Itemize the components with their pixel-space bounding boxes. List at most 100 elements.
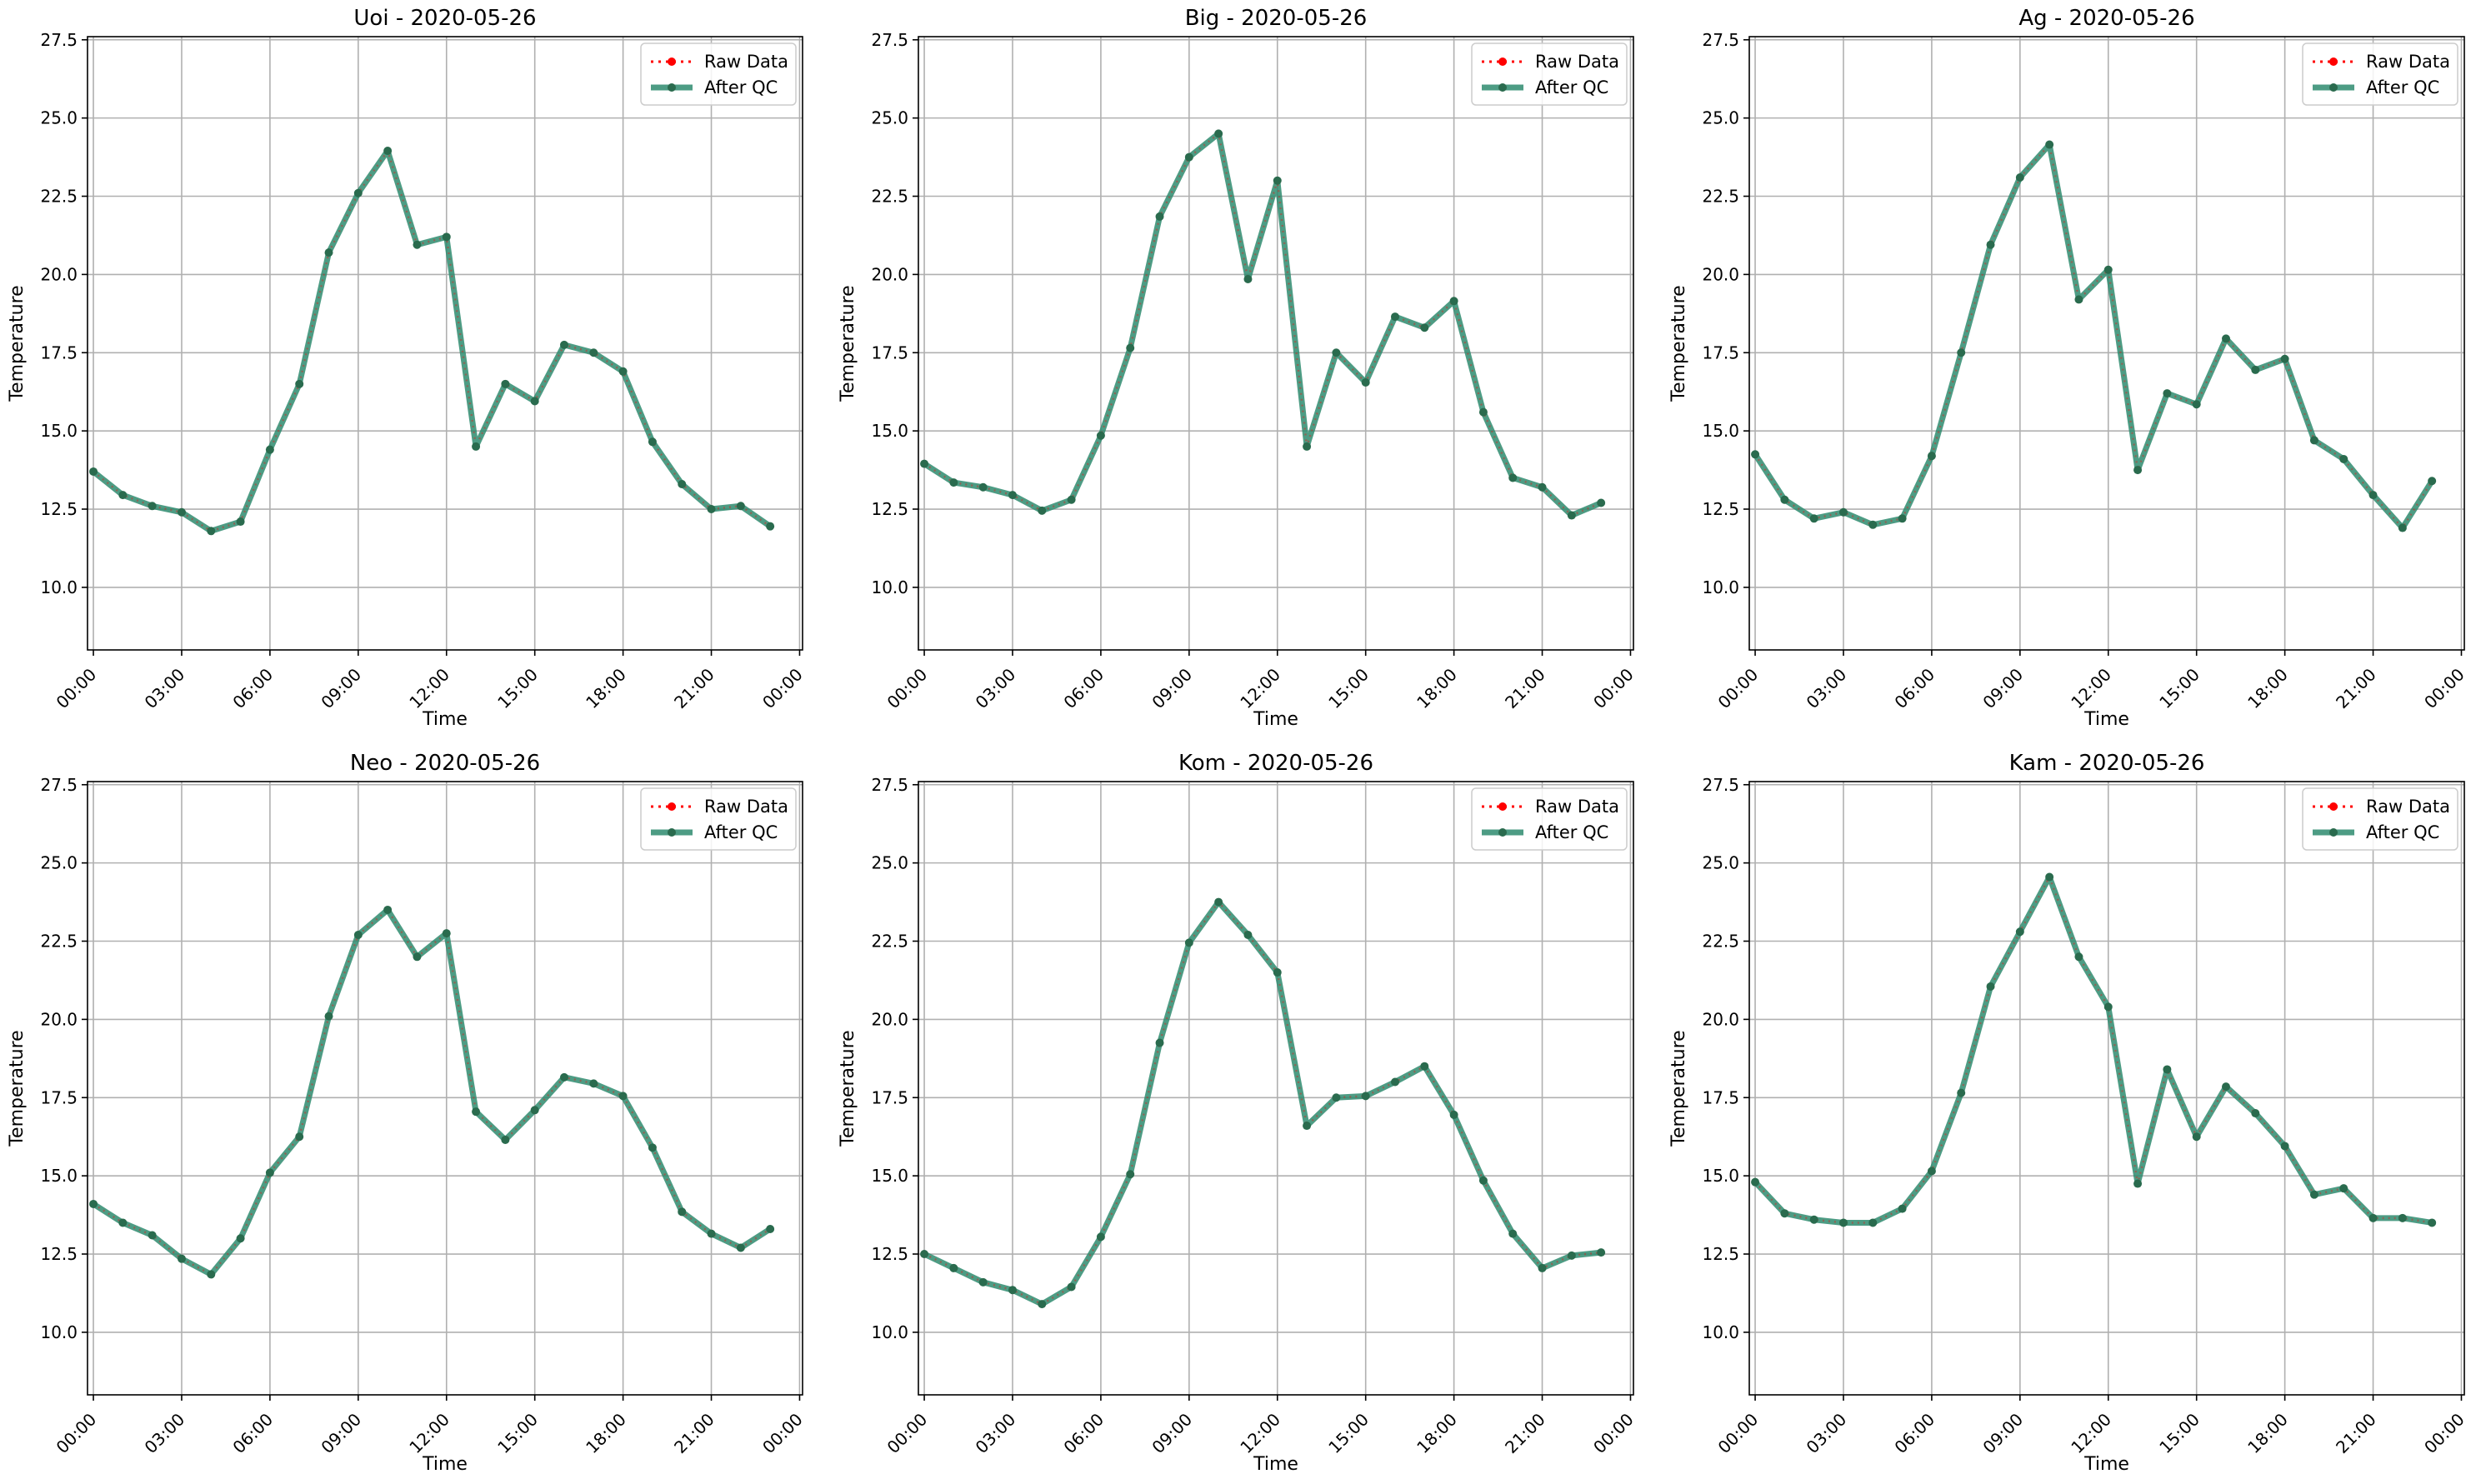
point-after-qc xyxy=(1303,442,1312,451)
point-after-qc xyxy=(1567,1251,1576,1260)
point-after-qc xyxy=(766,1224,775,1233)
y-tick-label: 12.5 xyxy=(871,499,908,519)
y-tick-label: 17.5 xyxy=(1702,1087,1739,1107)
point-after-qc xyxy=(920,1250,929,1259)
y-tick-label: 12.5 xyxy=(1702,1244,1739,1264)
series-line-after-qc xyxy=(923,899,1602,1307)
y-tick-label: 20.0 xyxy=(1702,1009,1739,1029)
point-after-qc xyxy=(89,467,98,476)
y-tick-label: 22.5 xyxy=(871,932,908,952)
legend: Raw Data After QC xyxy=(2302,42,2458,106)
x-tick-label: 03:00 xyxy=(1803,1409,1851,1457)
point-after-qc xyxy=(1478,1176,1488,1185)
series-line-after-qc xyxy=(923,130,1603,519)
point-after-qc xyxy=(442,232,451,242)
panel-title: Kam - 2020-05-26 xyxy=(2009,751,2205,776)
grid xyxy=(88,782,803,1395)
point-after-qc xyxy=(1243,275,1253,284)
x-tick-label: 12:00 xyxy=(1236,664,1284,712)
y-tick-label: 22.5 xyxy=(1702,187,1739,207)
point-after-qc xyxy=(1597,1248,1606,1257)
series-line-after-qc xyxy=(92,907,773,1277)
x-tick-label: 09:00 xyxy=(1148,1409,1196,1457)
point-after-qc xyxy=(1957,1088,1966,1097)
point-after-qc xyxy=(383,147,393,156)
point-after-qc xyxy=(2309,436,2318,445)
panel-title: Big - 2020-05-26 xyxy=(1185,6,1368,31)
panel-title: Neo - 2020-05-26 xyxy=(350,751,540,776)
point-after-qc xyxy=(1508,1229,1518,1238)
point-after-qc xyxy=(472,1107,481,1117)
x-tick-label: 09:00 xyxy=(1148,664,1196,712)
legend-label-after-qc: After QC xyxy=(704,77,778,97)
x-tick-label: 06:00 xyxy=(1059,664,1108,712)
point-after-qc xyxy=(2103,1002,2113,1012)
point-after-qc xyxy=(472,442,481,451)
point-after-qc xyxy=(707,1229,716,1238)
point-after-qc xyxy=(1008,1286,1017,1295)
point-after-qc xyxy=(353,188,363,197)
x-tick-label: 09:00 xyxy=(1978,664,2027,712)
y-tick-label: 20.0 xyxy=(40,264,78,284)
x-tick-label: 00:00 xyxy=(883,1409,932,1457)
point-after-qc xyxy=(1332,348,1341,357)
y-tick-label: 12.5 xyxy=(871,1244,908,1264)
legend-marker-after-qc xyxy=(668,828,676,837)
x-tick-label: 00:00 xyxy=(1714,664,1763,712)
y-tick-label: 25.0 xyxy=(40,853,78,873)
point-after-qc xyxy=(618,367,628,376)
point-after-qc xyxy=(920,459,929,468)
legend: Raw Data After QC xyxy=(640,787,797,851)
point-after-qc xyxy=(501,379,510,388)
series-line-raw-data xyxy=(1754,142,2433,530)
legend-marker-raw-data xyxy=(1498,57,1507,66)
x-tick-label: 00:00 xyxy=(1589,1409,1638,1457)
plot-frame xyxy=(918,781,1634,1396)
point-after-qc xyxy=(2074,952,2083,962)
y-tick-label: 20.0 xyxy=(40,1009,78,1029)
subplot-1: Big - 2020-05-26 00:00 03:00 06:00 09:00 12:0… xyxy=(838,6,1638,730)
plot-frame xyxy=(918,36,1634,651)
y-tick-label: 17.5 xyxy=(871,342,908,362)
x-tick-label: 18:00 xyxy=(2243,1409,2292,1457)
point-after-qc xyxy=(207,1270,216,1279)
y-axis-label: Temperature xyxy=(7,285,28,402)
legend-marker-after-qc xyxy=(668,83,676,92)
point-after-qc xyxy=(1751,1177,1760,1187)
point-after-qc xyxy=(2428,1218,2437,1227)
point-after-qc xyxy=(1155,1038,1164,1047)
x-tick-label: 12:00 xyxy=(2067,664,2115,712)
point-after-qc xyxy=(2368,1213,2378,1222)
point-after-qc xyxy=(1008,491,1017,500)
series-line-after-qc xyxy=(1753,874,2433,1226)
y-tick-label: 27.5 xyxy=(40,775,78,795)
point-after-qc xyxy=(413,952,422,962)
y-tick-label: 15.0 xyxy=(871,1166,908,1186)
legend-marker-raw-data xyxy=(2329,802,2338,811)
point-after-qc xyxy=(2074,295,2083,304)
point-after-qc xyxy=(2045,140,2054,149)
point-after-qc xyxy=(1780,495,1789,504)
x-tick-label: 03:00 xyxy=(1803,664,1851,712)
legend-label-raw-data: Raw Data xyxy=(704,797,788,817)
x-tick-label: 03:00 xyxy=(141,664,189,712)
x-tick-label: 18:00 xyxy=(582,1409,630,1457)
point-after-qc xyxy=(2163,389,2172,398)
point-after-qc xyxy=(1597,498,1606,507)
x-tick-label: 21:00 xyxy=(2332,1409,2380,1457)
point-after-qc xyxy=(1391,312,1399,322)
legend-label-after-qc: After QC xyxy=(2366,822,2439,842)
point-after-qc xyxy=(177,507,186,517)
y-tick-label: 27.5 xyxy=(1702,775,1739,795)
legend-marker-after-qc xyxy=(1498,83,1507,92)
point-after-qc xyxy=(1449,1110,1458,1119)
x-tick-label: 12:00 xyxy=(405,1409,453,1457)
point-after-qc xyxy=(1038,506,1047,515)
point-after-qc xyxy=(2133,466,2143,475)
subplot-0: Uoi - 2020-05-26 00:00 03:00 06:00 09:00 12:0… xyxy=(7,6,807,730)
x-tick-label: 15:00 xyxy=(1324,1409,1373,1457)
point-after-qc xyxy=(2133,1179,2143,1188)
point-after-qc xyxy=(736,502,745,511)
point-after-qc xyxy=(2280,354,2289,363)
